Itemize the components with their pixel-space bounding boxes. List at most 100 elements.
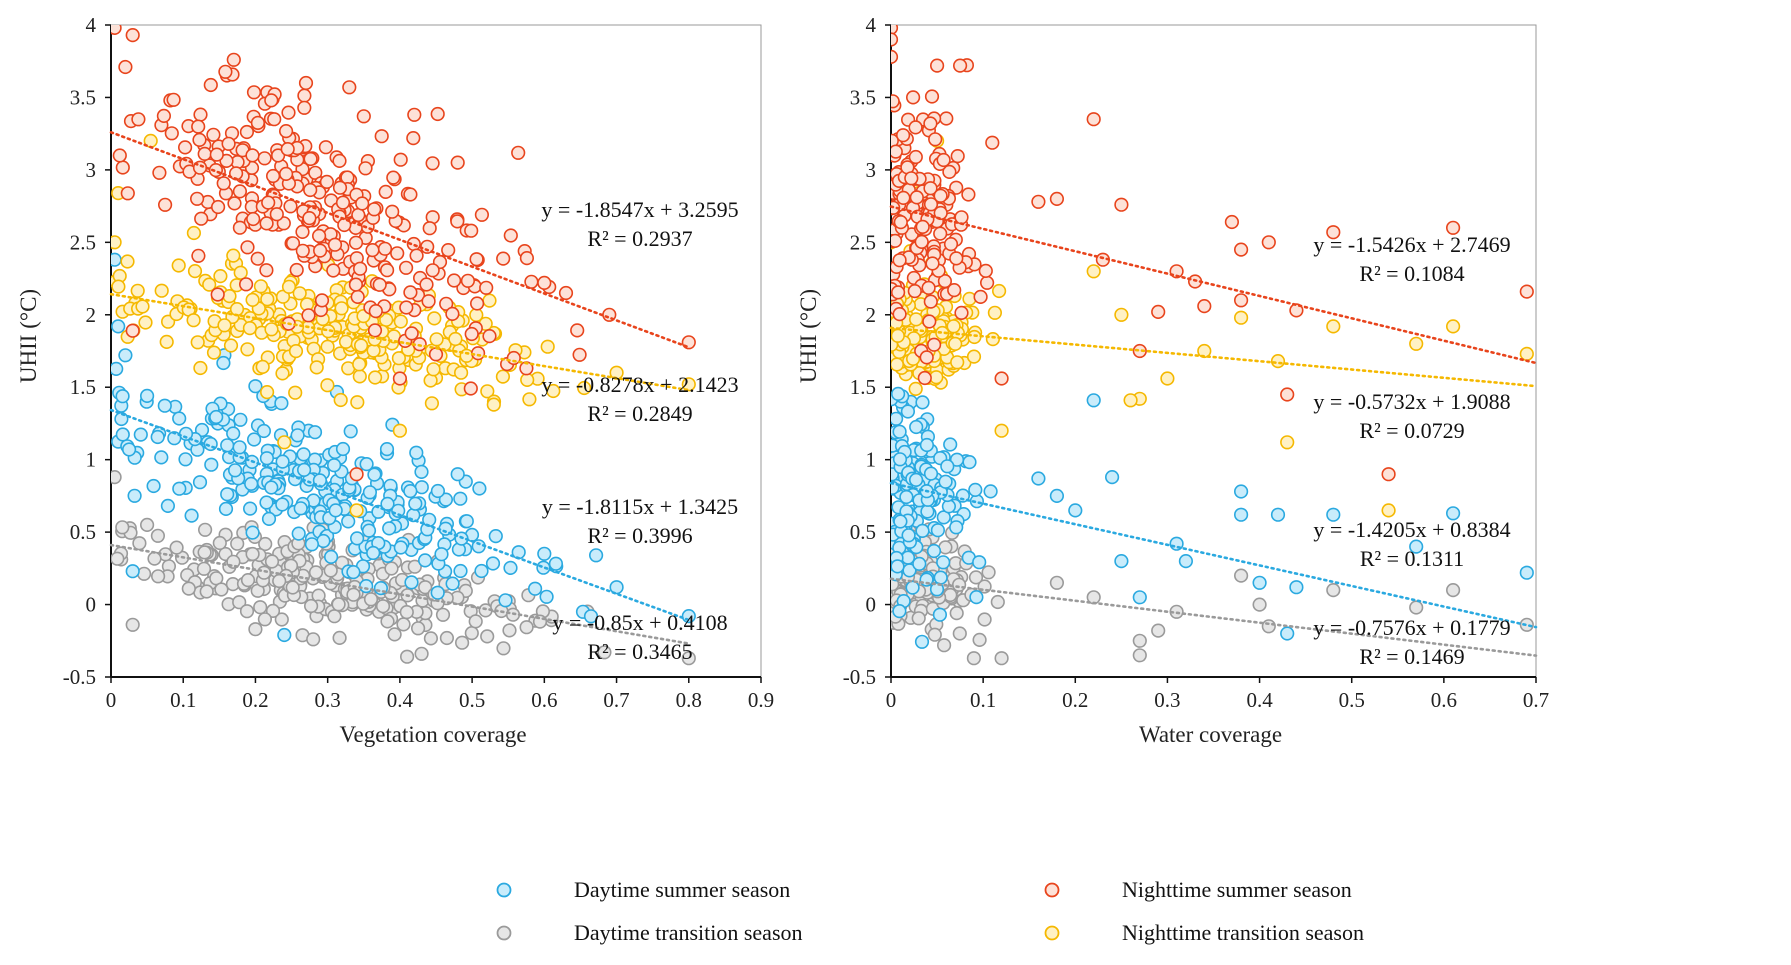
- data-point: [377, 241, 393, 256]
- data-point: [214, 582, 229, 597]
- data-point: [264, 480, 279, 495]
- data-point: [361, 523, 377, 538]
- data-point: [892, 603, 907, 619]
- data-point: [940, 459, 955, 474]
- data-point: [425, 263, 440, 278]
- data-point: [304, 598, 319, 614]
- data-point: [527, 581, 543, 596]
- data-point: [239, 124, 254, 140]
- data-point: [307, 425, 323, 440]
- y-tick-label: 2.5: [850, 230, 876, 254]
- data-point: [609, 580, 624, 595]
- data-point: [1132, 633, 1147, 648]
- data-point: [380, 263, 395, 278]
- data-point: [537, 275, 552, 291]
- data-point: [419, 277, 434, 292]
- data-point: [904, 171, 919, 186]
- data-point: [1326, 507, 1341, 522]
- series-nighttime-summer-season: [111, 25, 696, 482]
- data-point: [186, 225, 201, 241]
- data-point: [506, 350, 521, 366]
- data-point: [1280, 387, 1295, 402]
- data-point: [193, 360, 208, 376]
- data-point: [247, 432, 262, 447]
- y-tick-label: 3.5: [70, 85, 96, 109]
- data-point: [399, 260, 414, 275]
- data-point: [914, 634, 930, 649]
- data-point: [891, 559, 905, 574]
- data-point: [115, 389, 130, 404]
- data-point: [439, 630, 455, 646]
- data-point: [927, 627, 942, 642]
- data-point: [178, 140, 193, 155]
- data-point: [256, 423, 272, 439]
- data-point: [341, 514, 356, 529]
- data-point: [354, 338, 369, 353]
- data-point: [681, 377, 696, 392]
- data-point: [206, 127, 221, 142]
- data-point: [952, 626, 967, 641]
- y-tick-label: -0.5: [843, 665, 876, 689]
- data-point: [406, 507, 421, 523]
- data-point: [133, 427, 148, 442]
- data-point: [1114, 307, 1129, 322]
- data-point: [206, 345, 222, 360]
- data-point: [309, 360, 324, 375]
- data-point: [429, 332, 444, 347]
- data-point: [409, 445, 424, 460]
- data-point: [140, 388, 155, 404]
- data-point: [191, 248, 206, 263]
- data-point: [891, 94, 900, 109]
- data-point: [532, 614, 548, 629]
- data-point: [891, 25, 899, 35]
- data-point: [421, 294, 436, 309]
- data-point: [1233, 310, 1249, 325]
- r-squared-label: R² = 0.1084: [1359, 261, 1464, 286]
- trendline-nighttime-summer-season: [889, 205, 1538, 365]
- data-point: [193, 107, 208, 122]
- data-point: [281, 279, 297, 294]
- data-point: [985, 332, 1001, 347]
- data-point: [1151, 304, 1166, 320]
- data-point: [319, 174, 335, 189]
- data-point: [232, 595, 247, 610]
- data-point: [320, 339, 335, 354]
- data-point: [893, 514, 908, 529]
- data-point: [915, 395, 930, 410]
- data-point: [399, 604, 414, 620]
- x-tick-label: 0.1: [970, 688, 996, 712]
- data-point: [399, 300, 414, 315]
- data-point: [917, 370, 932, 386]
- data-point: [306, 632, 321, 647]
- data-point: [522, 392, 537, 407]
- data-point: [227, 196, 242, 211]
- trend-equation: y = -1.4205x + 0.8384: [1313, 517, 1510, 542]
- data-point: [392, 423, 408, 438]
- trendline-nighttime-summer-season: [109, 130, 691, 349]
- r-squared-label: R² = 0.1311: [1360, 546, 1464, 571]
- data-point: [115, 520, 130, 535]
- data-point: [358, 161, 373, 176]
- data-point: [1519, 284, 1534, 299]
- data-point: [316, 533, 331, 549]
- data-point: [414, 464, 429, 480]
- data-point: [1086, 264, 1101, 279]
- data-point: [191, 119, 206, 134]
- data-point: [482, 293, 497, 308]
- data-point: [346, 587, 361, 602]
- x-tick-label: 0.4: [387, 688, 414, 712]
- data-point: [111, 235, 122, 250]
- data-point: [892, 452, 908, 467]
- data-point: [445, 306, 460, 322]
- data-point: [259, 495, 274, 510]
- data-point: [969, 589, 984, 605]
- data-point: [943, 437, 958, 452]
- data-point: [919, 350, 934, 365]
- data-point: [359, 578, 374, 594]
- data-point: [291, 526, 306, 541]
- data-point: [919, 437, 935, 453]
- x-tick-label: 0.9: [748, 688, 774, 712]
- data-point: [1252, 575, 1267, 590]
- data-point: [411, 621, 426, 636]
- data-point: [942, 164, 957, 179]
